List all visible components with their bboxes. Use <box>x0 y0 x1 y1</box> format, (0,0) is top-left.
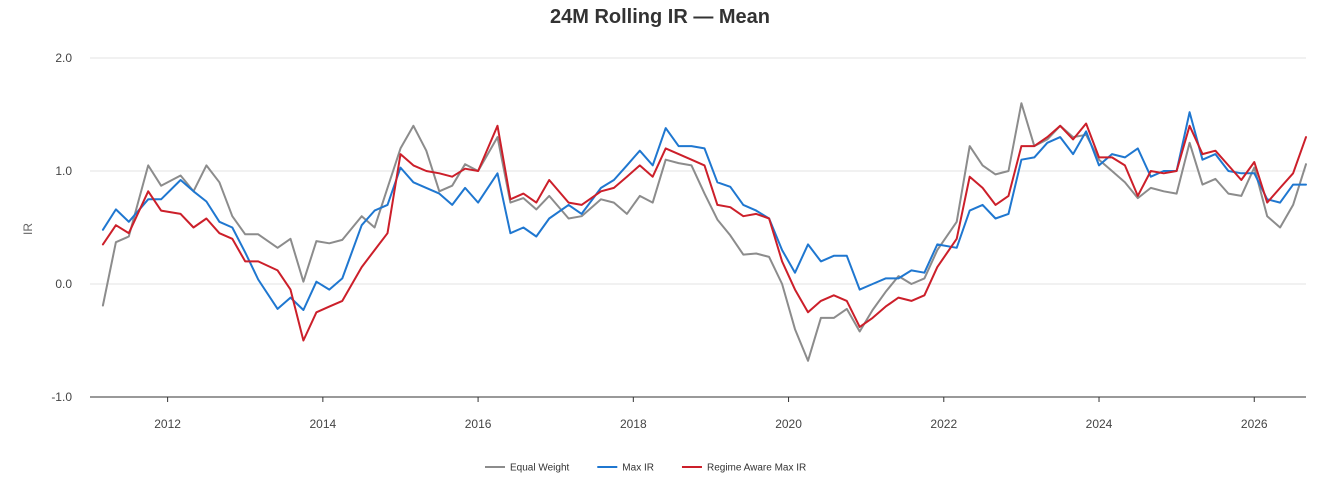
x-tick-label: 2014 <box>309 417 336 431</box>
y-tick-label: -1.0 <box>51 390 72 404</box>
legend: Equal Weight Max IR Regime Aware Max IR <box>485 463 806 474</box>
legend-label: Equal Weight <box>510 463 570 474</box>
legend-label: Regime Aware Max IR <box>707 463 806 474</box>
y-tick-label: 1.0 <box>55 164 72 178</box>
y-tick-label: 0.0 <box>55 277 72 291</box>
x-tick-label: 2020 <box>775 417 802 431</box>
series-line-equal-weight <box>101 102 1307 362</box>
x-tick-label: 2018 <box>620 417 647 431</box>
legend-item[interactable]: Equal Weight <box>485 463 570 474</box>
legend-item[interactable]: Regime Aware Max IR <box>681 463 806 474</box>
series-line-regime-aware-max-ir <box>101 122 1307 342</box>
x-tick-label: 2022 <box>930 417 957 431</box>
series-line-max-ir <box>101 111 1307 311</box>
chart-title: 24M Rolling IR — Mean <box>549 6 771 28</box>
legend-label: Max IR <box>622 463 654 474</box>
legend-item[interactable]: Max IR <box>597 463 654 474</box>
x-tick-label: 2012 <box>154 417 181 431</box>
x-tick-label: 2026 <box>1241 417 1268 431</box>
x-tick-label: 2016 <box>465 417 492 431</box>
gridlines <box>90 57 1306 398</box>
axes: IR -1.0 0.0 1.0 2.0 2012 2014 2016 2018 2020 2022… <box>21 51 1306 431</box>
series-lines <box>101 102 1307 362</box>
x-tick-label: 2024 <box>1086 417 1113 431</box>
y-tick-label: 2.0 <box>55 51 72 65</box>
y-axis-title: IR <box>21 223 35 235</box>
